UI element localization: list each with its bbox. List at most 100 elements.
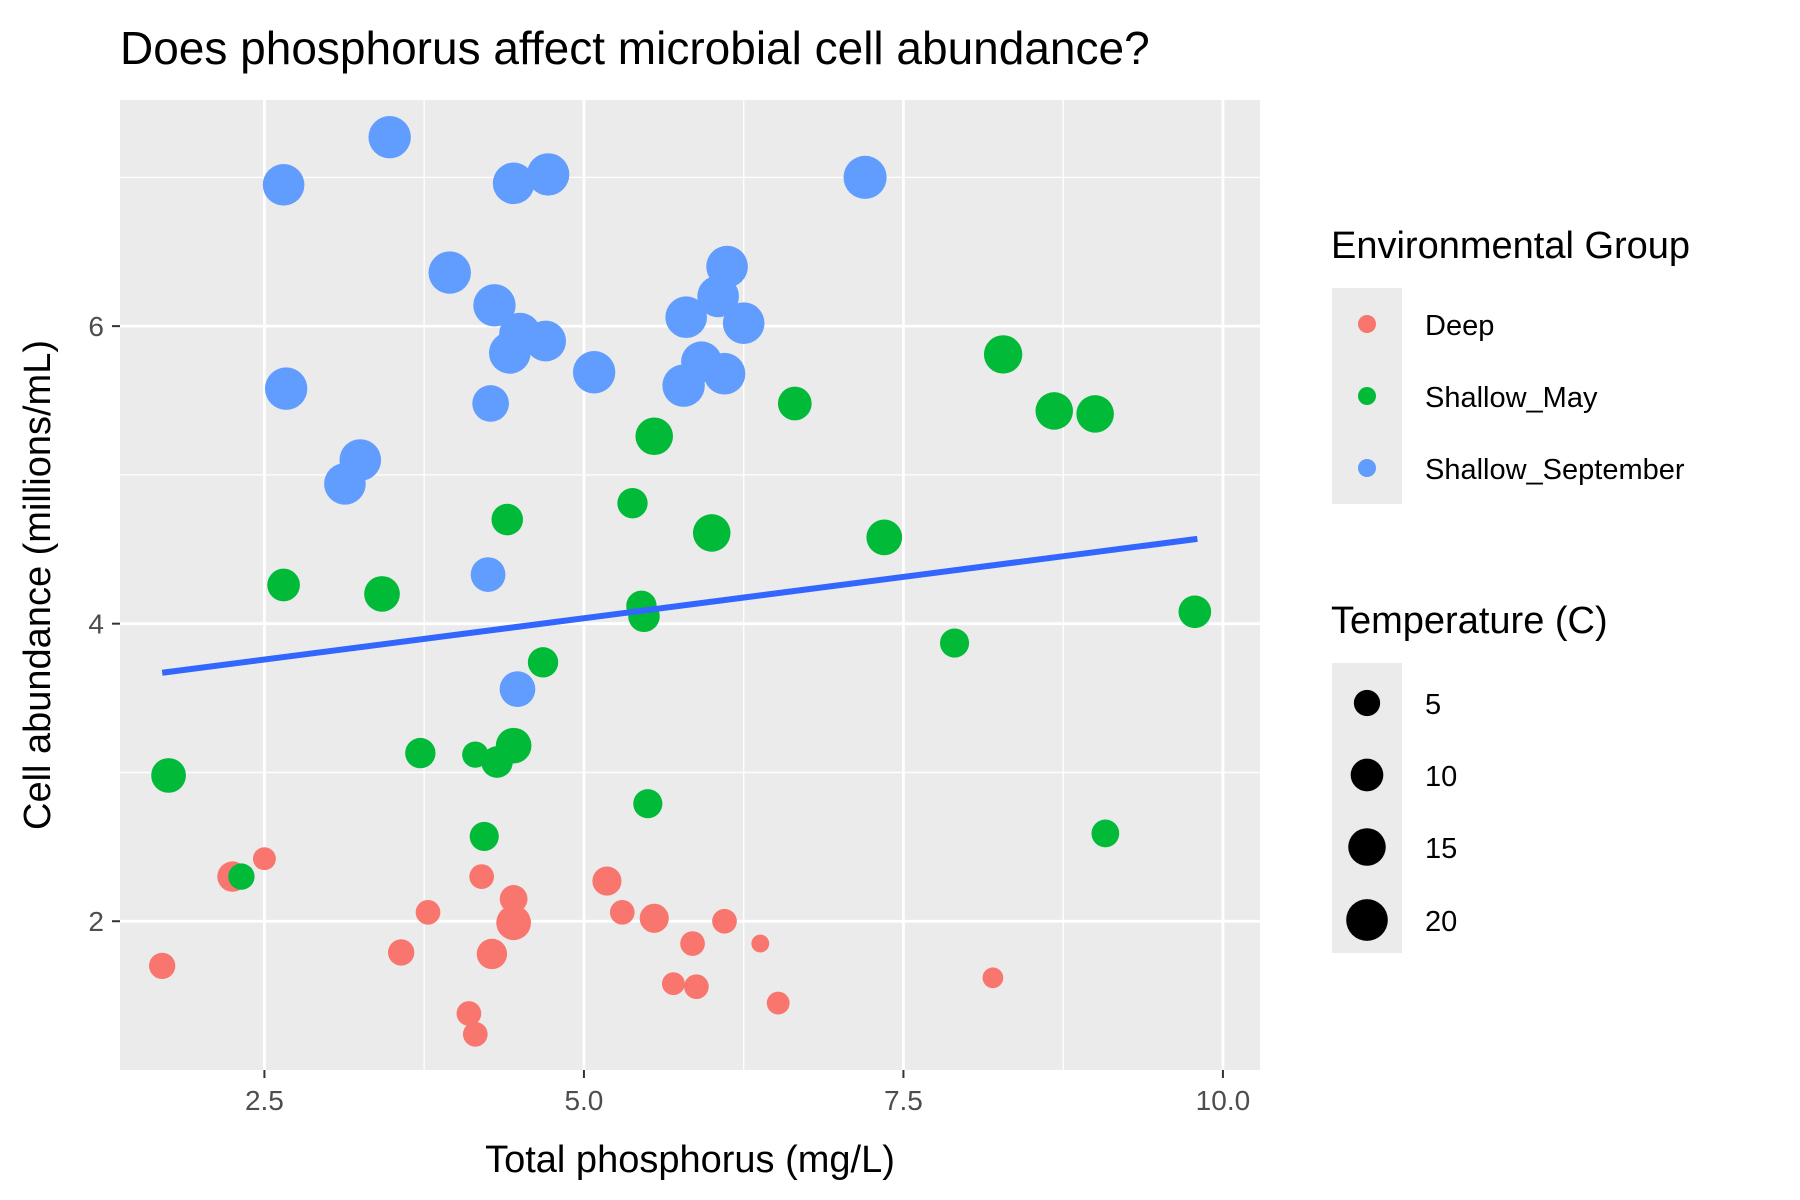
data-point xyxy=(777,386,812,421)
data-point xyxy=(499,671,536,707)
y-tick-label: 2 xyxy=(88,906,104,937)
data-point xyxy=(680,931,705,956)
size-legend: Temperature (C) 5 10 15 20 xyxy=(1331,600,1608,953)
data-point xyxy=(1035,392,1074,430)
data-point xyxy=(228,863,255,890)
x-tick-label: 10.0 xyxy=(1196,1085,1251,1116)
data-point xyxy=(1076,395,1114,433)
data-point xyxy=(151,758,186,793)
y-axis: 2 4 6 xyxy=(88,311,120,937)
panel-background xyxy=(120,100,1260,1070)
size-legend-key xyxy=(1348,828,1386,866)
x-tick-label: 7.5 xyxy=(884,1085,923,1116)
data-point xyxy=(692,514,731,552)
series-shallow-may xyxy=(151,335,1212,890)
size-legend-key xyxy=(1346,899,1388,941)
data-point xyxy=(469,864,495,889)
data-point xyxy=(633,789,663,819)
data-point xyxy=(983,335,1023,374)
data-point xyxy=(388,939,415,966)
series-deep xyxy=(149,847,1004,1047)
data-point xyxy=(866,519,903,556)
data-point xyxy=(527,647,559,678)
data-point xyxy=(428,251,471,294)
data-point xyxy=(684,974,709,1000)
data-point xyxy=(843,155,887,199)
data-point xyxy=(572,351,616,394)
data-point xyxy=(470,557,506,592)
size-legend-label: 15 xyxy=(1425,833,1457,865)
chart-title: Does phosphorus affect microbial cell ab… xyxy=(120,22,1150,74)
data-point xyxy=(628,600,660,633)
data-point xyxy=(617,487,648,519)
data-point xyxy=(473,284,516,327)
x-axis: 2.5 5.0 7.5 10.0 xyxy=(245,1070,1250,1116)
data-point xyxy=(639,903,669,933)
data-point xyxy=(661,972,685,996)
data-point xyxy=(405,737,436,769)
data-point xyxy=(364,576,400,612)
data-points xyxy=(149,115,1212,1047)
x-tick-label: 2.5 xyxy=(245,1085,284,1116)
color-legend-title: Environmental Group xyxy=(1331,225,1690,267)
y-axis-title: Cell abundance (millions/mL) xyxy=(17,340,59,830)
data-point xyxy=(476,938,508,970)
x-tick-label: 5.0 xyxy=(564,1085,603,1116)
grid-lines xyxy=(120,100,1260,1070)
data-point xyxy=(495,727,532,764)
size-legend-key xyxy=(1350,758,1384,792)
legend-label: Deep xyxy=(1425,310,1494,342)
data-point xyxy=(722,302,765,344)
data-point xyxy=(252,847,276,871)
legend-key-deep xyxy=(1358,315,1376,333)
data-point xyxy=(766,991,790,1015)
data-point xyxy=(262,163,305,206)
legend-label: Shallow_September xyxy=(1425,454,1685,486)
data-point xyxy=(472,385,509,422)
data-point xyxy=(706,245,748,288)
data-point xyxy=(1178,595,1212,629)
data-point xyxy=(525,320,567,362)
data-point xyxy=(492,162,535,205)
data-point xyxy=(665,296,707,339)
data-point xyxy=(703,352,746,395)
trend-line-layer xyxy=(161,535,1198,676)
legend-label: Shallow_May xyxy=(1425,382,1598,414)
size-legend-key xyxy=(1353,689,1381,717)
plot-panel xyxy=(120,100,1260,1070)
data-point xyxy=(267,568,300,602)
data-point xyxy=(339,439,382,481)
data-point xyxy=(469,821,499,851)
size-legend-label: 5 xyxy=(1425,689,1441,721)
legend-key-shallow-september xyxy=(1358,459,1376,477)
y-tick-label: 6 xyxy=(88,311,104,342)
data-point xyxy=(496,905,531,941)
data-point xyxy=(499,885,528,913)
data-point xyxy=(609,899,635,925)
y-tick-label: 4 xyxy=(88,609,104,640)
data-point xyxy=(491,503,524,536)
x-axis-title: Total phosphorus (mg/L) xyxy=(485,1139,895,1181)
data-point xyxy=(635,417,673,455)
data-point xyxy=(751,934,770,953)
data-point xyxy=(982,967,1004,989)
size-legend-label: 20 xyxy=(1425,906,1457,938)
data-point xyxy=(526,153,570,196)
data-point xyxy=(149,952,176,980)
trend-line xyxy=(161,535,1198,676)
data-point xyxy=(592,866,622,896)
data-point xyxy=(415,899,441,925)
size-legend-label: 10 xyxy=(1425,761,1457,793)
data-point xyxy=(368,115,411,159)
series-shallow-september xyxy=(262,115,887,707)
data-point xyxy=(456,1001,482,1026)
data-point xyxy=(939,628,970,658)
data-point xyxy=(264,367,308,410)
color-legend: Environmental Group Deep Shallow_May Shall… xyxy=(1331,225,1690,504)
legend-key-shallow-may xyxy=(1358,387,1376,405)
data-point xyxy=(1091,819,1120,848)
data-point xyxy=(712,908,737,934)
data-point xyxy=(462,1021,488,1047)
